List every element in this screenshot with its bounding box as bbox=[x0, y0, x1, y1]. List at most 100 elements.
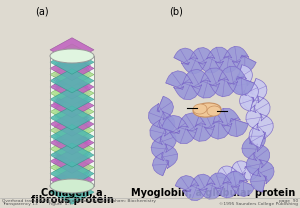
Polygon shape bbox=[50, 38, 94, 62]
Polygon shape bbox=[81, 84, 86, 91]
Polygon shape bbox=[84, 54, 90, 60]
Polygon shape bbox=[61, 140, 65, 147]
Polygon shape bbox=[71, 154, 75, 161]
Polygon shape bbox=[71, 128, 76, 135]
Polygon shape bbox=[57, 176, 62, 183]
Polygon shape bbox=[81, 81, 86, 89]
Polygon shape bbox=[74, 170, 79, 178]
Polygon shape bbox=[80, 56, 84, 63]
Polygon shape bbox=[65, 157, 69, 165]
Polygon shape bbox=[84, 89, 91, 92]
Polygon shape bbox=[84, 99, 91, 100]
Polygon shape bbox=[64, 79, 68, 86]
Polygon shape bbox=[50, 81, 94, 105]
Polygon shape bbox=[54, 102, 60, 107]
Polygon shape bbox=[68, 80, 73, 88]
Polygon shape bbox=[54, 137, 60, 142]
Polygon shape bbox=[84, 124, 90, 129]
Polygon shape bbox=[57, 132, 61, 140]
Polygon shape bbox=[70, 137, 74, 144]
Polygon shape bbox=[62, 173, 66, 181]
Polygon shape bbox=[78, 170, 82, 177]
Polygon shape bbox=[84, 115, 91, 119]
Polygon shape bbox=[53, 137, 60, 140]
Polygon shape bbox=[58, 181, 62, 188]
Polygon shape bbox=[71, 81, 75, 88]
Polygon shape bbox=[59, 86, 63, 93]
Polygon shape bbox=[72, 136, 76, 144]
Polygon shape bbox=[50, 56, 94, 80]
Polygon shape bbox=[82, 136, 86, 144]
Polygon shape bbox=[73, 151, 77, 158]
Polygon shape bbox=[56, 55, 61, 62]
Polygon shape bbox=[59, 88, 64, 95]
Polygon shape bbox=[61, 113, 65, 121]
Polygon shape bbox=[76, 161, 80, 168]
Ellipse shape bbox=[193, 103, 221, 117]
Polygon shape bbox=[50, 100, 94, 124]
Polygon shape bbox=[69, 106, 73, 114]
Polygon shape bbox=[65, 173, 69, 180]
Polygon shape bbox=[74, 99, 79, 106]
Polygon shape bbox=[83, 76, 88, 83]
Polygon shape bbox=[82, 76, 86, 83]
Polygon shape bbox=[63, 173, 67, 181]
Polygon shape bbox=[78, 57, 82, 64]
Polygon shape bbox=[56, 168, 60, 175]
Polygon shape bbox=[83, 85, 87, 92]
Polygon shape bbox=[55, 85, 60, 91]
Polygon shape bbox=[72, 67, 76, 74]
Polygon shape bbox=[84, 72, 89, 78]
Polygon shape bbox=[50, 168, 94, 192]
Text: page  90: page 90 bbox=[279, 199, 298, 203]
Polygon shape bbox=[84, 98, 90, 103]
Polygon shape bbox=[50, 112, 94, 136]
Polygon shape bbox=[61, 87, 66, 95]
Polygon shape bbox=[56, 89, 61, 96]
Polygon shape bbox=[54, 74, 60, 79]
Polygon shape bbox=[68, 181, 72, 188]
Polygon shape bbox=[83, 94, 88, 101]
Polygon shape bbox=[62, 96, 66, 103]
Polygon shape bbox=[58, 71, 63, 78]
Polygon shape bbox=[84, 120, 88, 127]
Polygon shape bbox=[57, 137, 61, 144]
Polygon shape bbox=[56, 150, 61, 157]
Polygon shape bbox=[56, 59, 61, 66]
Polygon shape bbox=[61, 147, 66, 155]
Polygon shape bbox=[75, 90, 79, 98]
Polygon shape bbox=[69, 128, 73, 136]
Polygon shape bbox=[57, 115, 62, 122]
Polygon shape bbox=[69, 72, 73, 79]
Polygon shape bbox=[78, 65, 82, 73]
Polygon shape bbox=[64, 130, 68, 137]
Polygon shape bbox=[53, 181, 60, 182]
Polygon shape bbox=[81, 153, 86, 161]
Polygon shape bbox=[54, 153, 60, 157]
Polygon shape bbox=[84, 63, 89, 69]
Polygon shape bbox=[84, 81, 91, 83]
Polygon shape bbox=[78, 109, 82, 116]
Polygon shape bbox=[68, 59, 73, 67]
Polygon shape bbox=[74, 92, 78, 100]
Polygon shape bbox=[56, 116, 61, 123]
Polygon shape bbox=[84, 80, 90, 86]
Polygon shape bbox=[63, 122, 67, 129]
Polygon shape bbox=[83, 80, 88, 87]
Polygon shape bbox=[53, 76, 60, 79]
Polygon shape bbox=[56, 142, 61, 149]
Polygon shape bbox=[64, 139, 68, 147]
Polygon shape bbox=[74, 135, 79, 143]
Polygon shape bbox=[54, 108, 60, 114]
Polygon shape bbox=[62, 165, 67, 172]
Polygon shape bbox=[82, 125, 86, 132]
Polygon shape bbox=[82, 59, 87, 66]
Polygon shape bbox=[68, 154, 73, 162]
Polygon shape bbox=[64, 121, 68, 129]
Polygon shape bbox=[53, 86, 60, 87]
Polygon shape bbox=[68, 88, 72, 96]
Polygon shape bbox=[83, 59, 88, 66]
Polygon shape bbox=[75, 75, 79, 82]
Polygon shape bbox=[74, 66, 78, 74]
Polygon shape bbox=[65, 112, 70, 120]
